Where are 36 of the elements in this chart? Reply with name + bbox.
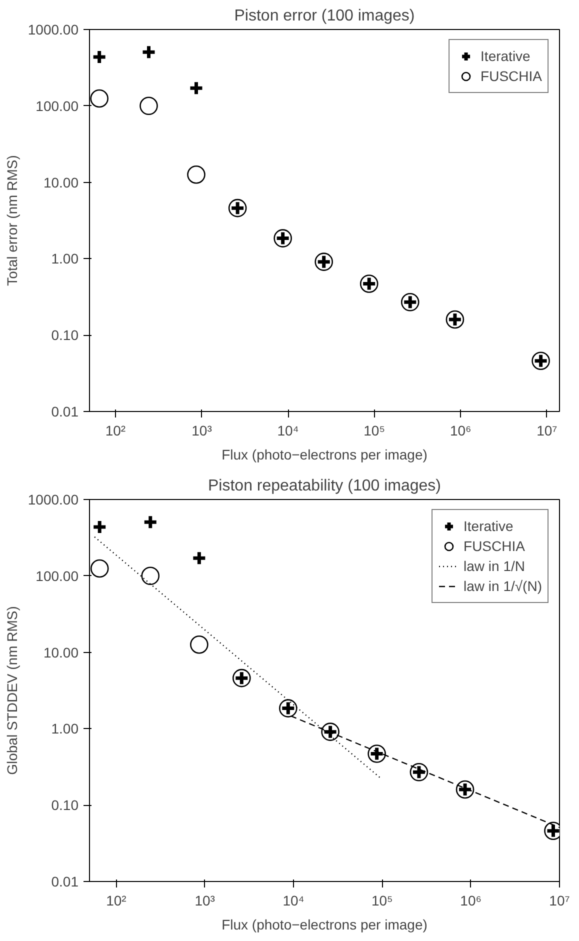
x-axis-title: Flux (photo−electrons per image) [222, 916, 428, 932]
y-tick-label: 100.00 [36, 98, 79, 114]
x-tick-label: 10⁶ [460, 892, 482, 908]
y-tick-label: 10.00 [43, 644, 79, 660]
x-tick-label: 10² [105, 422, 126, 438]
x-tick-label: 10⁷ [549, 892, 570, 908]
y-tick-label: 0.01 [51, 404, 79, 420]
legend-label: FUSCHIA [464, 538, 525, 554]
x-axis-title: Flux (photo−electrons per image) [222, 446, 428, 462]
x-tick-label: 10⁵ [364, 422, 386, 438]
x-tick-label: 10⁵ [371, 892, 393, 908]
y-tick-label: 0.10 [51, 797, 79, 814]
legend-label: law in 1/√(N) [464, 578, 542, 594]
x-tick-label: 10³ [194, 892, 216, 908]
x-tick-label: 10⁴ [277, 422, 299, 438]
y-tick-label: 1000.00 [28, 492, 79, 508]
x-tick-label: 10³ [192, 422, 212, 438]
legend-label: FUSCHIA [480, 68, 542, 84]
x-tick-label: 10⁶ [450, 422, 472, 438]
y-tick-label: 1.00 [51, 720, 79, 737]
chart-title: Piston repeatability (100 images) [208, 478, 442, 494]
y-axis-title: Total error (nm RMS) [4, 155, 20, 286]
y-axis-title: Global STDDEV (nm RMS) [4, 606, 20, 775]
x-tick-label: 10² [106, 892, 127, 908]
legend-label: law in 1/N [464, 558, 525, 574]
y-tick-label: 1.00 [51, 250, 79, 267]
x-tick-label: 10⁴ [282, 892, 304, 908]
legend-label: Iterative [464, 518, 514, 534]
chart-title: Piston error (100 images) [234, 8, 415, 24]
y-tick-label: 10.00 [43, 174, 79, 190]
y-tick-label: 100.00 [36, 568, 79, 584]
legend-label: Iterative [480, 48, 530, 64]
y-tick-label: 0.10 [51, 327, 79, 344]
y-tick-label: 1000.00 [28, 22, 79, 38]
y-tick-label: 0.01 [51, 874, 79, 890]
x-tick-label: 10⁷ [536, 422, 558, 438]
